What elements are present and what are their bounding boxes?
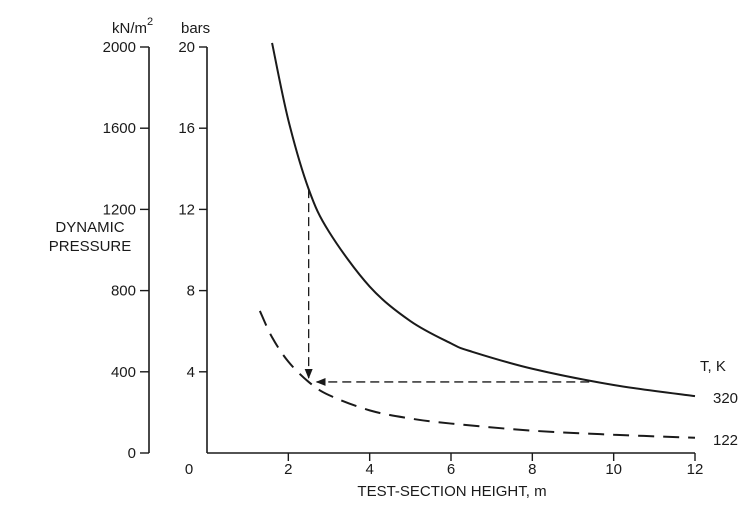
x-tick-label: 4 xyxy=(365,461,373,478)
annotation-layer xyxy=(304,189,590,386)
y-axis-title-line-1: DYNAMIC xyxy=(55,219,124,236)
left-y-tick-label: 1600 xyxy=(103,120,136,137)
left-y-tick-label: 2000 xyxy=(103,39,136,56)
left-y-tick-label: 400 xyxy=(111,364,136,381)
left-y-tick-label: 0 xyxy=(128,445,136,462)
right-axis-unit-label: bars xyxy=(181,20,210,37)
labels-layer: 0 400 800 1200 1600 2000 4 8 12 16 20 0 2 4 6 8 10 12 320 1… xyxy=(103,39,738,478)
right-y-tick-label: 8 xyxy=(187,283,195,300)
right-y-tick-label: 12 xyxy=(178,201,195,218)
left-y-tick-label: 1200 xyxy=(103,201,136,218)
left-axis-unit-superscript: 2 xyxy=(147,16,153,28)
series-line-320 xyxy=(271,42,696,398)
x-axis-title: TEST-SECTION HEIGHT, m xyxy=(357,483,546,500)
series-layer xyxy=(258,42,696,439)
axes-layer xyxy=(140,46,696,461)
left-axis-unit-label: kN/m2 xyxy=(112,16,153,37)
y-axis-title-line-2: PRESSURE xyxy=(49,238,132,255)
series-line-122 xyxy=(258,310,696,439)
series-label-122: 122 xyxy=(713,432,738,449)
x-tick-label: 2 xyxy=(284,461,292,478)
right-y-tick-label: 16 xyxy=(178,120,195,137)
x-tick-label: 6 xyxy=(447,461,455,478)
x-tick-label: 12 xyxy=(687,461,704,478)
right-y-tick-label: 20 xyxy=(178,39,195,56)
x-tick-label: 0 xyxy=(185,461,193,478)
left-y-tick-label: 800 xyxy=(111,283,136,300)
series-label-320: 320 xyxy=(713,390,738,407)
legend-title: T, K xyxy=(700,358,726,375)
x-tick-label: 10 xyxy=(605,461,622,478)
x-tick-label: 8 xyxy=(528,461,536,478)
right-y-tick-label: 4 xyxy=(187,364,195,381)
